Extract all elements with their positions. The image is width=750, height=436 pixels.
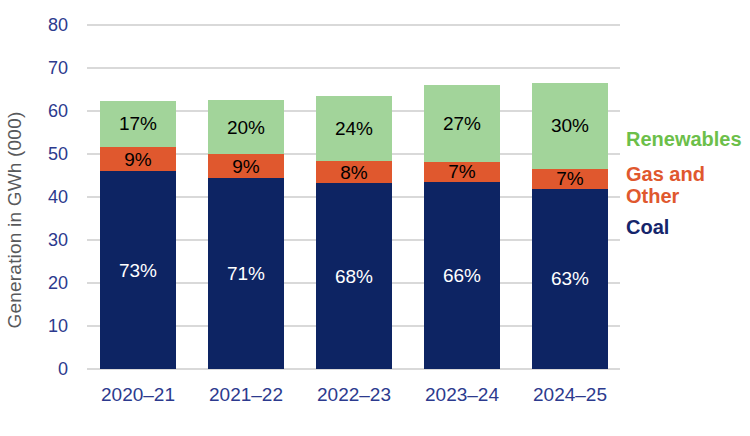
bar-2022-23: 68% 8% 24% — [316, 96, 392, 369]
y-tick-label-80: 80 — [20, 14, 68, 36]
segment-label: 7% — [556, 169, 583, 188]
y-tick-label-10: 10 — [20, 315, 68, 337]
segment-label: 66% — [443, 266, 481, 285]
bar-2020-21: 73% 9% 17% — [100, 98, 176, 369]
legend-item-gas-and-other: Gas and Other — [626, 163, 726, 207]
y-tick-label-0: 0 — [20, 358, 68, 380]
plot-area: 73% 9% 17% 71% 9% 20% 68% 8% 24% 66% 7% 27% 63% 7% 30% — [87, 25, 620, 369]
bar-segment-coal: 73% — [100, 171, 176, 369]
bar-segment-coal: 68% — [316, 183, 392, 369]
segment-label: 68% — [335, 267, 373, 286]
x-tick-label-2020-21: 2020–21 — [83, 384, 193, 406]
segment-label: 20% — [227, 118, 265, 137]
segment-label: 8% — [340, 163, 367, 182]
segment-label: 63% — [551, 269, 589, 288]
bar-segment-coal: 63% — [532, 189, 608, 369]
bar-segment-gas-and-other: 9% — [208, 154, 284, 178]
x-tick-label-2024-25: 2024–25 — [515, 384, 625, 406]
legend-item-coal: Coal — [626, 216, 750, 238]
gridline-80 — [87, 24, 620, 26]
segment-label: 71% — [227, 264, 265, 283]
bar-2023-24: 66% 7% 27% — [424, 85, 500, 369]
bar-segment-renewables: 20% — [208, 100, 284, 154]
stacked-bar-chart: Generation in GWh (000) 0102030405060708… — [0, 0, 750, 436]
x-tick-label-2023-24: 2023–24 — [407, 384, 517, 406]
segment-label: 73% — [119, 261, 157, 280]
bar-2024-25: 63% 7% 30% — [532, 83, 608, 369]
y-tick-label-60: 60 — [20, 100, 68, 122]
y-tick-label-30: 30 — [20, 229, 68, 251]
segment-label: 9% — [124, 150, 151, 169]
y-tick-label-70: 70 — [20, 57, 68, 79]
segment-label: 7% — [448, 162, 475, 181]
bar-segment-renewables: 30% — [532, 83, 608, 169]
chart-legend: Renewables Gas and Other Coal — [626, 128, 750, 238]
y-tick-label-40: 40 — [20, 186, 68, 208]
bar-segment-gas-and-other: 8% — [316, 161, 392, 183]
bar-segment-renewables: 24% — [316, 96, 392, 162]
x-tick-label-2022-23: 2022–23 — [299, 384, 409, 406]
segment-label: 17% — [119, 114, 157, 133]
bar-2021-22: 71% 9% 20% — [208, 100, 284, 369]
bar-segment-renewables: 17% — [100, 101, 176, 147]
segment-label: 9% — [232, 157, 259, 176]
segment-label: 30% — [551, 116, 589, 135]
segment-label: 24% — [335, 119, 373, 138]
bar-segment-coal: 71% — [208, 178, 284, 369]
x-tick-label-2021-22: 2021–22 — [191, 384, 301, 406]
segment-label: 27% — [443, 114, 481, 133]
y-tick-label-50: 50 — [20, 143, 68, 165]
legend-item-renewables: Renewables — [626, 128, 750, 150]
bar-segment-gas-and-other: 7% — [532, 169, 608, 189]
gridline-70 — [87, 67, 620, 69]
bar-segment-coal: 66% — [424, 182, 500, 369]
y-tick-label-20: 20 — [20, 272, 68, 294]
bar-segment-gas-and-other: 9% — [100, 147, 176, 171]
bar-segment-renewables: 27% — [424, 85, 500, 162]
bar-segment-gas-and-other: 7% — [424, 162, 500, 182]
